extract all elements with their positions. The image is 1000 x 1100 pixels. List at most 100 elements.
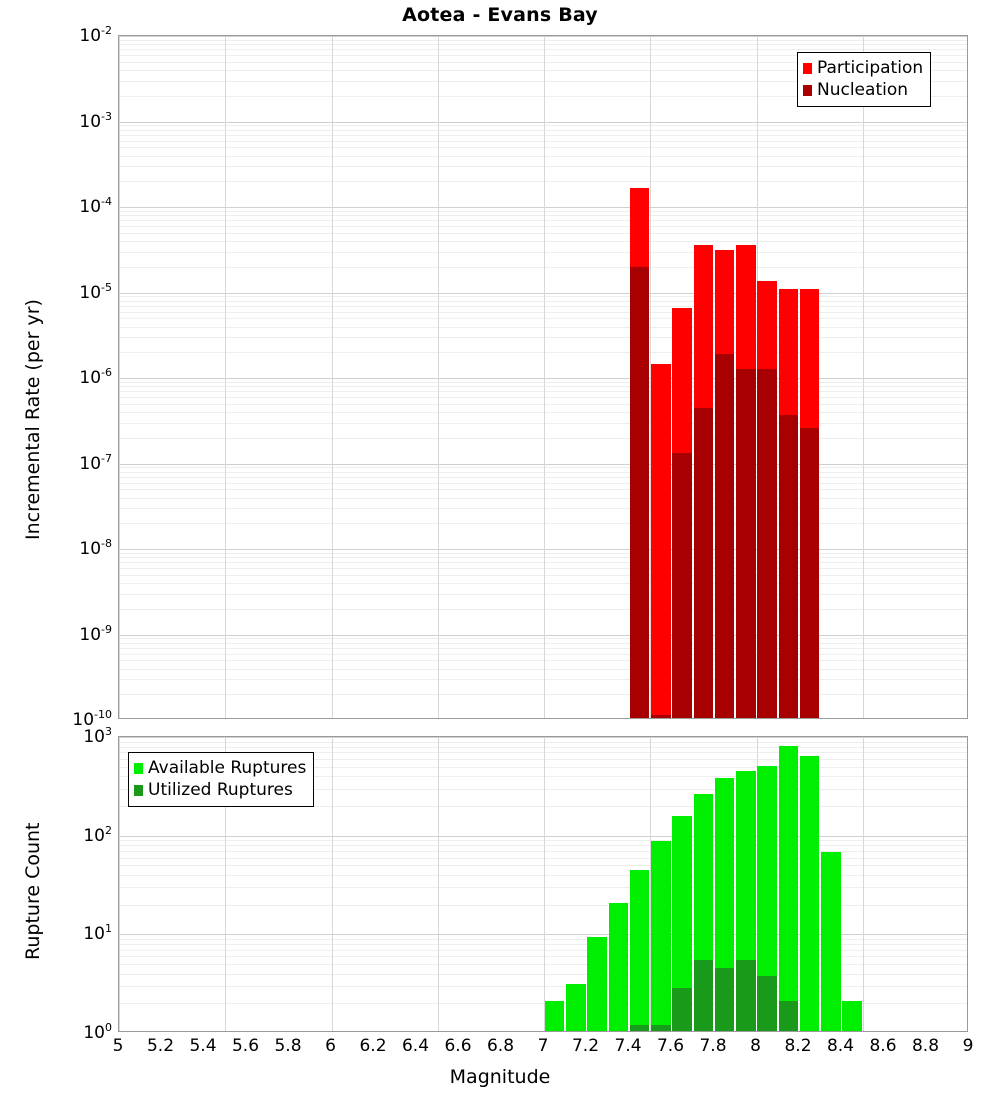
list-item: [566, 737, 586, 1031]
gridline-minor: [119, 311, 967, 313]
table-row: [736, 36, 756, 718]
gridline-major: [119, 835, 967, 837]
gridline-minor: [119, 352, 967, 354]
y-axis-tick-label: 10-5: [79, 280, 112, 303]
incremental-rate-plot: [118, 35, 968, 719]
gridline-major: [119, 207, 967, 208]
available-ruptures-bar: [566, 983, 586, 1031]
gridline-minor: [119, 129, 967, 131]
table-row: [651, 36, 671, 718]
x-axis-tick-label: 7.2: [571, 1036, 600, 1056]
y-axis-tick-label: 10-10: [72, 708, 112, 730]
gridline-minor: [119, 80, 967, 82]
gridline-minor: [119, 668, 967, 670]
gridline-minor: [119, 653, 967, 655]
utilized-ruptures-bar: [693, 960, 714, 1031]
gridline-minor: [119, 39, 967, 41]
gridline-minor: [119, 300, 967, 302]
gridline-vertical: [119, 737, 120, 1031]
gridline-minor: [119, 95, 967, 97]
gridline-vertical: [650, 737, 652, 1031]
bottom-legend-item[interactable]: Utilized Ruptures: [134, 779, 306, 801]
gridline-vertical: [331, 36, 333, 718]
list-item: [778, 737, 799, 1031]
gridline-minor: [119, 226, 967, 227]
utilized-ruptures-bar: [629, 1025, 650, 1031]
x-axis-tick-label: 7.6: [656, 1036, 685, 1056]
gridline-minor: [119, 840, 967, 842]
gridline-minor: [119, 296, 967, 298]
gridline-minor: [119, 497, 967, 499]
bottom-legend: Available Ruptures Utilized Ruptures: [128, 752, 315, 807]
x-axis-tick-label: 6.6: [444, 1036, 472, 1056]
gridline-minor: [119, 1003, 967, 1005]
list-item: [587, 737, 607, 1031]
gridline-minor: [119, 562, 967, 564]
gridline-minor: [119, 973, 967, 975]
bottom-legend-item[interactable]: Available Ruptures: [134, 757, 306, 779]
gridline-minor: [119, 694, 967, 696]
top-legend-item[interactable]: Participation: [803, 57, 923, 79]
gridline-minor: [119, 523, 967, 525]
gridline-minor: [119, 61, 967, 63]
x-axis-tick-label: 6.8: [486, 1036, 515, 1056]
gridline-minor: [119, 55, 967, 56]
gridline-minor: [119, 758, 967, 760]
x-axis-tick-label: 7.8: [699, 1036, 727, 1056]
gridline-minor: [119, 210, 967, 212]
top-legend-item[interactable]: Nucleation: [803, 79, 923, 101]
gridline-minor: [119, 70, 967, 71]
legend-swatch-icon: [134, 762, 143, 774]
x-axis-title: Magnitude: [449, 1066, 551, 1088]
table-row: [714, 36, 735, 718]
x-axis-tick-label: 5.6: [231, 1036, 260, 1056]
gridline-minor: [119, 318, 967, 320]
y-axis-tick-label: 10-8: [79, 537, 112, 559]
nucleation-bar: [651, 714, 671, 718]
y-axis-tick-label: 10-6: [79, 366, 112, 388]
legend-swatch-icon: [803, 84, 812, 96]
x-axis-tick-label: 8.4: [826, 1036, 855, 1056]
utilized-ruptures-bar: [714, 967, 735, 1031]
gridline-minor: [119, 397, 967, 398]
legend-label: Nucleation: [817, 79, 909, 100]
gridline-minor: [119, 552, 967, 554]
gridline-minor: [119, 557, 967, 559]
table-row: [778, 36, 799, 718]
gridline-minor: [119, 467, 967, 469]
gridline-minor: [119, 181, 967, 183]
utilized-ruptures-bar: [672, 988, 692, 1031]
gridline-minor: [119, 845, 967, 847]
x-axis-tick-label: 8: [750, 1036, 761, 1056]
gridline-minor: [119, 134, 967, 136]
y-axis-tick-label: 10-7: [79, 451, 112, 474]
list-item: [608, 737, 629, 1031]
gridline-minor: [119, 422, 967, 424]
available-ruptures-bar: [672, 816, 692, 1031]
available-ruptures-bar: [821, 852, 841, 1031]
y-axis-tick-label: 100: [83, 1021, 112, 1043]
gridline-major: [119, 737, 967, 738]
gridline-minor: [119, 147, 967, 149]
y-axis-tick-label: 10-9: [79, 622, 112, 645]
gridline-minor: [119, 949, 967, 951]
gridline-minor: [119, 938, 967, 940]
gridline-minor: [119, 583, 967, 584]
gridline-minor: [119, 403, 967, 405]
x-axis-tick-label: 6: [325, 1036, 336, 1056]
top-y-axis-title: Incremental Rate (per yr): [22, 299, 44, 540]
gridline-minor: [119, 679, 967, 681]
list-item: [842, 737, 862, 1031]
gridline-major: [119, 463, 967, 465]
gridline-minor: [119, 593, 967, 595]
available-ruptures-bar: [608, 902, 629, 1031]
gridline-minor: [119, 476, 967, 478]
y-axis-tick-label: 10-2: [79, 24, 112, 46]
legend-label: Utilized Ruptures: [148, 779, 293, 800]
gridline-major: [119, 634, 967, 636]
gridline-minor: [119, 215, 967, 217]
gridline-vertical: [225, 36, 227, 718]
gridline-minor: [119, 337, 967, 339]
gridline-minor: [119, 44, 967, 46]
available-ruptures-bar: [544, 1001, 565, 1031]
